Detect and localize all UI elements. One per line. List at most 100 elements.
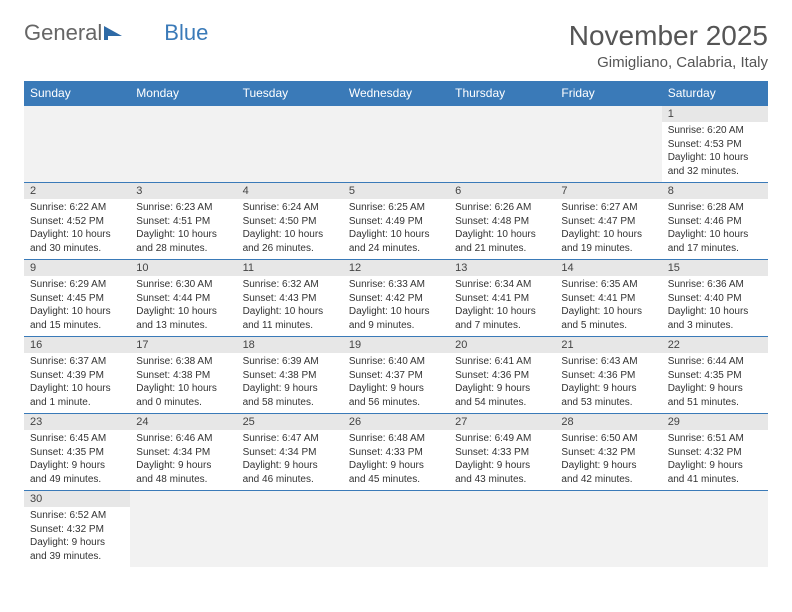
sunset-text: Sunset: 4:35 PM	[668, 369, 762, 383]
sunrise-text: Sunrise: 6:26 AM	[455, 201, 549, 215]
day-body-cell: Sunrise: 6:27 AMSunset: 4:47 PMDaylight:…	[555, 199, 661, 260]
daylight-text-1: Daylight: 10 hours	[349, 228, 443, 242]
weekday-header: Sunday	[24, 81, 130, 106]
sunrise-text: Sunrise: 6:20 AM	[668, 124, 762, 138]
sunset-text: Sunset: 4:32 PM	[668, 446, 762, 460]
header: General Blue November 2025 Gimigliano, C…	[24, 20, 768, 71]
day-number-cell	[555, 491, 661, 508]
day-body-cell: Sunrise: 6:44 AMSunset: 4:35 PMDaylight:…	[662, 353, 768, 414]
day-body-cell: Sunrise: 6:35 AMSunset: 4:41 PMDaylight:…	[555, 276, 661, 337]
weekday-header: Saturday	[662, 81, 768, 106]
day-number-cell: 6	[449, 183, 555, 200]
day-body-cell	[237, 507, 343, 567]
sunset-text: Sunset: 4:41 PM	[561, 292, 655, 306]
day-body-cell: Sunrise: 6:50 AMSunset: 4:32 PMDaylight:…	[555, 430, 661, 491]
sunrise-text: Sunrise: 6:50 AM	[561, 432, 655, 446]
day-body-cell: Sunrise: 6:24 AMSunset: 4:50 PMDaylight:…	[237, 199, 343, 260]
day-body-cell: Sunrise: 6:29 AMSunset: 4:45 PMDaylight:…	[24, 276, 130, 337]
daylight-text-1: Daylight: 10 hours	[561, 305, 655, 319]
day-body-row: Sunrise: 6:20 AMSunset: 4:53 PMDaylight:…	[24, 122, 768, 183]
daylight-text-2: and 41 minutes.	[668, 473, 762, 487]
daylight-text-1: Daylight: 9 hours	[561, 382, 655, 396]
daylight-text-2: and 49 minutes.	[30, 473, 124, 487]
daylight-text-1: Daylight: 10 hours	[561, 228, 655, 242]
day-number-cell	[237, 106, 343, 123]
sunrise-text: Sunrise: 6:47 AM	[243, 432, 337, 446]
day-number-cell	[130, 106, 236, 123]
daylight-text-2: and 48 minutes.	[136, 473, 230, 487]
daylight-text-1: Daylight: 9 hours	[30, 459, 124, 473]
weekday-header: Friday	[555, 81, 661, 106]
daylight-text-1: Daylight: 9 hours	[243, 382, 337, 396]
day-body-cell: Sunrise: 6:39 AMSunset: 4:38 PMDaylight:…	[237, 353, 343, 414]
day-number-cell: 1	[662, 106, 768, 123]
sunrise-text: Sunrise: 6:28 AM	[668, 201, 762, 215]
logo-text-2: Blue	[164, 20, 208, 46]
daylight-text-2: and 42 minutes.	[561, 473, 655, 487]
sunrise-text: Sunrise: 6:29 AM	[30, 278, 124, 292]
day-body-cell: Sunrise: 6:28 AMSunset: 4:46 PMDaylight:…	[662, 199, 768, 260]
sunrise-text: Sunrise: 6:37 AM	[30, 355, 124, 369]
day-number-cell: 18	[237, 337, 343, 354]
day-body-row: Sunrise: 6:45 AMSunset: 4:35 PMDaylight:…	[24, 430, 768, 491]
sunrise-text: Sunrise: 6:24 AM	[243, 201, 337, 215]
weekday-header: Wednesday	[343, 81, 449, 106]
weekday-header: Monday	[130, 81, 236, 106]
sunset-text: Sunset: 4:38 PM	[136, 369, 230, 383]
sunset-text: Sunset: 4:34 PM	[243, 446, 337, 460]
day-body-row: Sunrise: 6:52 AMSunset: 4:32 PMDaylight:…	[24, 507, 768, 567]
day-body-cell: Sunrise: 6:40 AMSunset: 4:37 PMDaylight:…	[343, 353, 449, 414]
day-body-cell	[555, 507, 661, 567]
day-number-cell	[343, 106, 449, 123]
daylight-text-2: and 5 minutes.	[561, 319, 655, 333]
daylight-text-2: and 19 minutes.	[561, 242, 655, 256]
daylight-text-1: Daylight: 10 hours	[30, 382, 124, 396]
day-body-cell: Sunrise: 6:34 AMSunset: 4:41 PMDaylight:…	[449, 276, 555, 337]
daylight-text-1: Daylight: 9 hours	[668, 459, 762, 473]
daylight-text-1: Daylight: 9 hours	[455, 459, 549, 473]
daylight-text-1: Daylight: 10 hours	[243, 305, 337, 319]
sunset-text: Sunset: 4:42 PM	[349, 292, 443, 306]
day-body-cell: Sunrise: 6:20 AMSunset: 4:53 PMDaylight:…	[662, 122, 768, 183]
daylight-text-2: and 9 minutes.	[349, 319, 443, 333]
sunrise-text: Sunrise: 6:46 AM	[136, 432, 230, 446]
sunset-text: Sunset: 4:50 PM	[243, 215, 337, 229]
daylight-text-2: and 0 minutes.	[136, 396, 230, 410]
sunset-text: Sunset: 4:48 PM	[455, 215, 549, 229]
sunset-text: Sunset: 4:51 PM	[136, 215, 230, 229]
sunrise-text: Sunrise: 6:33 AM	[349, 278, 443, 292]
day-body-cell: Sunrise: 6:26 AMSunset: 4:48 PMDaylight:…	[449, 199, 555, 260]
day-number-cell: 13	[449, 260, 555, 277]
day-body-cell: Sunrise: 6:33 AMSunset: 4:42 PMDaylight:…	[343, 276, 449, 337]
day-body-cell: Sunrise: 6:52 AMSunset: 4:32 PMDaylight:…	[24, 507, 130, 567]
daylight-text-2: and 7 minutes.	[455, 319, 549, 333]
sunset-text: Sunset: 4:52 PM	[30, 215, 124, 229]
sunset-text: Sunset: 4:53 PM	[668, 138, 762, 152]
day-body-cell: Sunrise: 6:49 AMSunset: 4:33 PMDaylight:…	[449, 430, 555, 491]
daylight-text-1: Daylight: 10 hours	[455, 228, 549, 242]
sunset-text: Sunset: 4:40 PM	[668, 292, 762, 306]
daylight-text-2: and 1 minute.	[30, 396, 124, 410]
calendar-table: Sunday Monday Tuesday Wednesday Thursday…	[24, 81, 768, 567]
title-block: November 2025 Gimigliano, Calabria, Ital…	[569, 20, 768, 71]
day-number-cell: 26	[343, 414, 449, 431]
daylight-text-1: Daylight: 9 hours	[561, 459, 655, 473]
sunrise-text: Sunrise: 6:34 AM	[455, 278, 549, 292]
day-body-cell: Sunrise: 6:43 AMSunset: 4:36 PMDaylight:…	[555, 353, 661, 414]
day-number-cell	[555, 106, 661, 123]
day-number-cell: 5	[343, 183, 449, 200]
logo: General Blue	[24, 20, 208, 46]
day-number-cell: 19	[343, 337, 449, 354]
daylight-text-1: Daylight: 10 hours	[668, 228, 762, 242]
day-body-cell: Sunrise: 6:32 AMSunset: 4:43 PMDaylight:…	[237, 276, 343, 337]
daylight-text-2: and 24 minutes.	[349, 242, 443, 256]
day-number-row: 16171819202122	[24, 337, 768, 354]
sunrise-text: Sunrise: 6:35 AM	[561, 278, 655, 292]
sunrise-text: Sunrise: 6:27 AM	[561, 201, 655, 215]
weekday-header: Tuesday	[237, 81, 343, 106]
flag-icon	[104, 24, 126, 40]
day-number-cell	[24, 106, 130, 123]
daylight-text-2: and 39 minutes.	[30, 550, 124, 564]
day-body-row: Sunrise: 6:29 AMSunset: 4:45 PMDaylight:…	[24, 276, 768, 337]
day-number-cell: 17	[130, 337, 236, 354]
